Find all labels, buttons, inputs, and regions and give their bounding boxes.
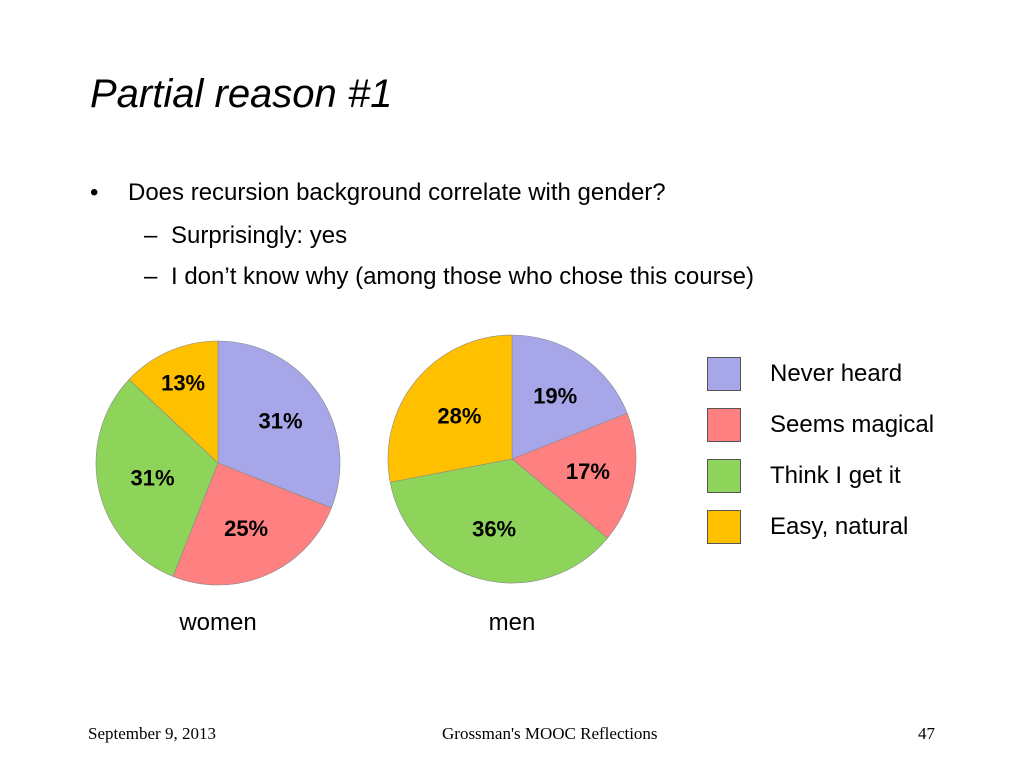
slice-value-label: 31% <box>259 408 303 433</box>
slice-value-label: 17% <box>566 459 610 484</box>
legend-swatch <box>707 357 741 391</box>
pie-slice <box>389 458 608 584</box>
legend-label: Think I get it <box>770 462 901 489</box>
slice-value-label: 19% <box>533 383 577 408</box>
footer-page-number: 47 <box>918 724 935 743</box>
legend-label: Never heard <box>770 360 903 387</box>
legend-swatch <box>707 459 741 493</box>
pie-slice <box>172 462 332 586</box>
slice-value-label: 28% <box>437 404 481 429</box>
sub-bullet-text: I don’t know why (among those who chose … <box>171 263 754 290</box>
pie-slice <box>511 412 637 539</box>
slice-value-label: 25% <box>224 516 268 541</box>
legend-label: Easy, natural <box>770 513 909 540</box>
legend-swatch <box>707 510 741 544</box>
bullet-text: Does recursion background correlate with… <box>128 179 666 206</box>
slice-value-label: 13% <box>161 370 205 395</box>
slide-title: Partial reason #1 <box>90 72 393 116</box>
slice-value-label: 36% <box>472 517 516 542</box>
slice-value-label: 31% <box>130 466 174 491</box>
pie-slice <box>511 334 628 460</box>
footer-title: Grossman's MOOC Reflections <box>442 724 658 743</box>
pie-group-label: women <box>178 609 256 636</box>
pie-group-label: men <box>489 609 536 636</box>
sub-bullet-item: – I don’t know why (among those who chos… <box>144 262 944 292</box>
sub-bullet-item: – Surprisingly: yes <box>144 221 744 251</box>
pie-slice <box>95 379 219 577</box>
sub-bullet-text: Surprisingly: yes <box>171 222 348 249</box>
pie-slice <box>128 340 219 464</box>
sub-bullet-mark: – <box>144 222 158 249</box>
sub-bullet-mark: – <box>144 263 158 290</box>
bullet-mark: • <box>90 179 99 206</box>
bullet-item: • Does recursion background correlate wi… <box>90 178 790 208</box>
footer-date: September 9, 2013 <box>88 724 216 743</box>
pie-chart-women: 31% 25% 31% 13% women <box>95 340 341 636</box>
pie-slice <box>387 334 513 483</box>
legend-swatch <box>707 408 741 442</box>
legend-label: Seems magical <box>770 411 935 438</box>
pie-slice <box>217 340 341 509</box>
pie-chart-men: 19% 17% 36% 28% men <box>387 334 637 636</box>
